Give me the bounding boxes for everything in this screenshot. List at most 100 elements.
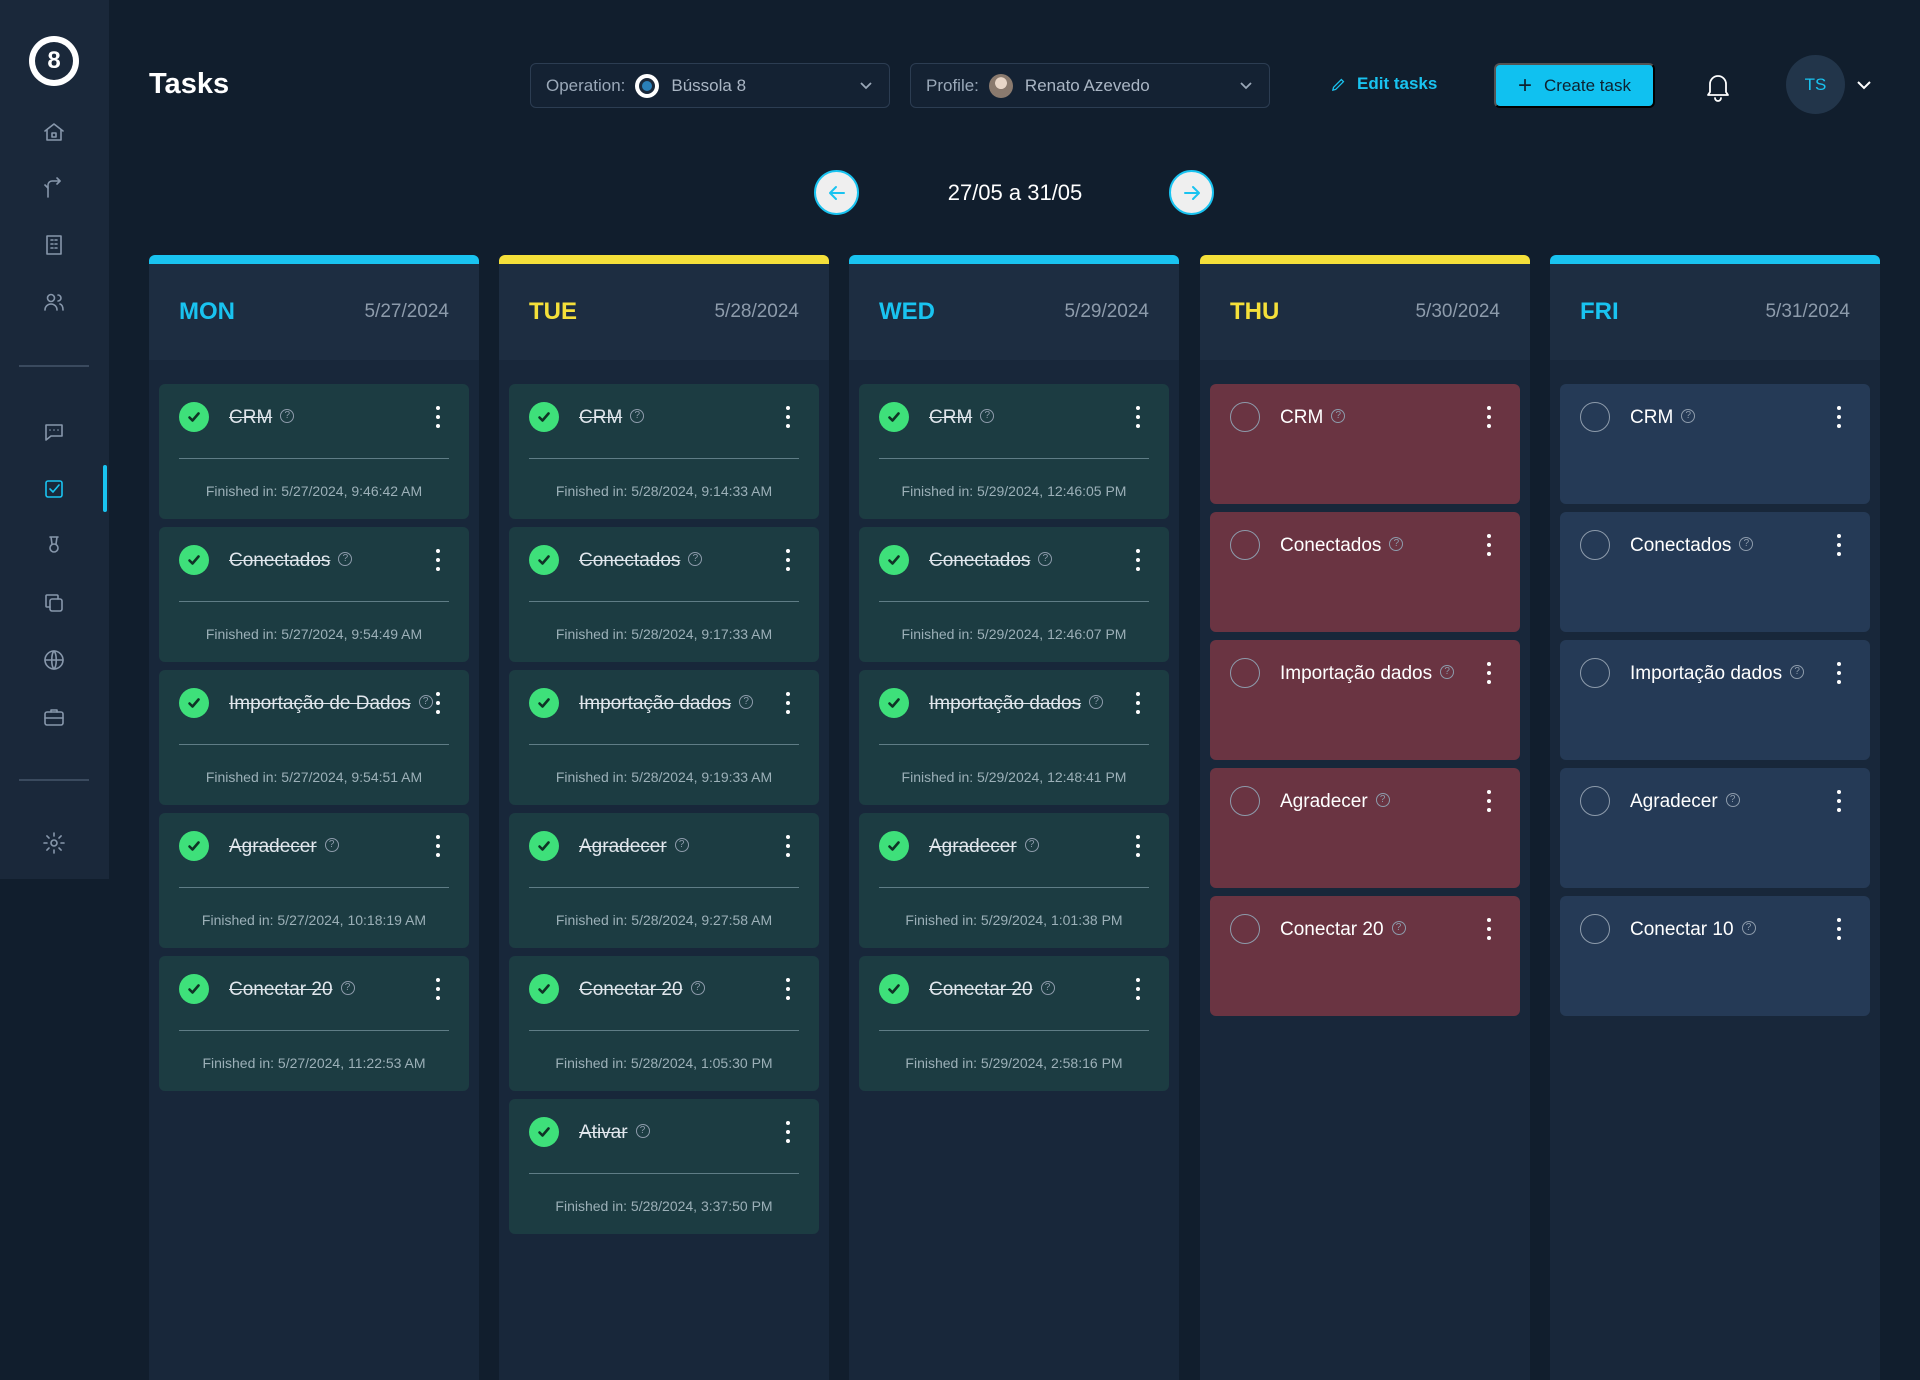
building-icon[interactable] [40,231,68,259]
help-icon[interactable]: ? [1725,792,1740,807]
more-options-icon[interactable] [1135,692,1141,714]
help-icon[interactable]: ? [739,694,754,709]
checked-circle-icon[interactable] [879,688,909,718]
operation-select[interactable]: Operation: Bússola 8 [530,63,890,108]
more-options-icon[interactable] [1135,978,1141,1000]
more-options-icon[interactable] [785,549,791,571]
more-options-icon[interactable] [435,835,441,857]
task-card[interactable]: Conectados? [1210,512,1520,632]
more-options-icon[interactable] [435,406,441,428]
checked-circle-icon[interactable] [879,974,909,1004]
more-options-icon[interactable] [1836,406,1842,428]
unchecked-circle-icon[interactable] [1580,786,1610,816]
more-options-icon[interactable] [435,692,441,714]
more-options-icon[interactable] [435,549,441,571]
help-icon[interactable]: ? [1389,536,1404,551]
help-icon[interactable]: ? [1739,536,1754,551]
chat-icon[interactable] [40,418,68,446]
task-card[interactable]: Agradecer? [1560,768,1870,888]
bell-icon[interactable] [1703,70,1733,102]
more-options-icon[interactable] [1486,534,1492,556]
task-card[interactable]: Conectados? Finished in: 5/29/2024, 12:46… [859,527,1169,662]
checked-circle-icon[interactable] [529,402,559,432]
task-card[interactable]: Importação dados? [1560,640,1870,760]
more-options-icon[interactable] [785,692,791,714]
more-options-icon[interactable] [1486,662,1492,684]
more-options-icon[interactable] [1486,406,1492,428]
unchecked-circle-icon[interactable] [1580,658,1610,688]
chevron-down-icon[interactable] [1855,76,1873,94]
task-card[interactable]: Conectar 20? Finished in: 5/29/2024, 2:58… [859,956,1169,1091]
task-card[interactable]: Importação dados? Finished in: 5/28/2024,… [509,670,819,805]
help-icon[interactable]: ? [674,837,689,852]
copy-icon[interactable] [40,589,68,617]
checked-circle-icon[interactable] [179,688,209,718]
checked-circle-icon[interactable] [529,688,559,718]
task-card[interactable]: Conectar 20? Finished in: 5/28/2024, 1:05… [509,956,819,1091]
edit-tasks-link[interactable]: Edit tasks [1330,74,1437,94]
route-icon[interactable] [40,174,68,202]
unchecked-circle-icon[interactable] [1230,914,1260,944]
help-icon[interactable]: ? [1024,837,1039,852]
task-card[interactable]: CRM? Finished in: 5/27/2024, 9:46:42 AM [159,384,469,519]
checked-circle-icon[interactable] [529,831,559,861]
more-options-icon[interactable] [785,406,791,428]
help-icon[interactable]: ? [280,408,295,423]
more-options-icon[interactable] [1486,790,1492,812]
task-card[interactable]: Importação dados? Finished in: 5/29/2024,… [859,670,1169,805]
task-card[interactable]: Importação de Dados? Finished in: 5/27/20… [159,670,469,805]
help-icon[interactable]: ? [1440,664,1455,679]
help-icon[interactable]: ? [1790,664,1805,679]
task-card[interactable]: Agradecer? [1210,768,1520,888]
task-card[interactable]: CRM? [1560,384,1870,504]
help-icon[interactable]: ? [340,980,355,995]
checked-circle-icon[interactable] [179,974,209,1004]
settings-icon[interactable] [40,829,68,857]
globe-icon[interactable] [40,646,68,674]
award-icon[interactable] [40,532,68,560]
task-card[interactable]: Agradecer? Finished in: 5/29/2024, 1:01:3… [859,813,1169,948]
previous-week-button[interactable] [814,170,859,215]
task-card[interactable]: Conectados? [1560,512,1870,632]
task-card[interactable]: Importação dados? [1210,640,1520,760]
create-task-button[interactable]: + Create task [1494,63,1655,108]
unchecked-circle-icon[interactable] [1580,914,1610,944]
task-card[interactable]: Ativar? Finished in: 5/28/2024, 3:37:50 P… [509,1099,819,1234]
help-icon[interactable]: ? [688,551,703,566]
unchecked-circle-icon[interactable] [1580,402,1610,432]
app-logo[interactable]: 8 [29,36,79,86]
more-options-icon[interactable] [1836,534,1842,556]
task-card[interactable]: Conectar 10? [1560,896,1870,1016]
more-options-icon[interactable] [785,835,791,857]
checked-circle-icon[interactable] [529,974,559,1004]
more-options-icon[interactable] [1836,918,1842,940]
more-options-icon[interactable] [1486,918,1492,940]
profile-select[interactable]: Profile: Renato Azevedo [910,63,1270,108]
more-options-icon[interactable] [435,978,441,1000]
checked-circle-icon[interactable] [179,831,209,861]
unchecked-circle-icon[interactable] [1230,402,1260,432]
help-icon[interactable]: ? [980,408,995,423]
checked-circle-icon[interactable] [179,545,209,575]
help-icon[interactable]: ? [1741,920,1756,935]
help-icon[interactable]: ? [1089,694,1104,709]
help-icon[interactable]: ? [338,551,353,566]
more-options-icon[interactable] [1836,790,1842,812]
help-icon[interactable]: ? [1331,408,1346,423]
more-options-icon[interactable] [1135,835,1141,857]
checked-circle-icon[interactable] [879,831,909,861]
task-card[interactable]: Agradecer? Finished in: 5/27/2024, 10:18:… [159,813,469,948]
help-icon[interactable]: ? [690,980,705,995]
help-icon[interactable]: ? [630,408,645,423]
help-icon[interactable]: ? [1391,920,1406,935]
unchecked-circle-icon[interactable] [1230,530,1260,560]
home-icon[interactable] [40,118,68,146]
help-icon[interactable]: ? [635,1123,650,1138]
more-options-icon[interactable] [785,978,791,1000]
task-card[interactable]: Conectar 20? Finished in: 5/27/2024, 11:2… [159,956,469,1091]
more-options-icon[interactable] [1836,662,1842,684]
unchecked-circle-icon[interactable] [1230,786,1260,816]
tasks-icon[interactable] [40,475,68,503]
help-icon[interactable]: ? [1038,551,1053,566]
task-card[interactable]: Agradecer? Finished in: 5/28/2024, 9:27:5… [509,813,819,948]
